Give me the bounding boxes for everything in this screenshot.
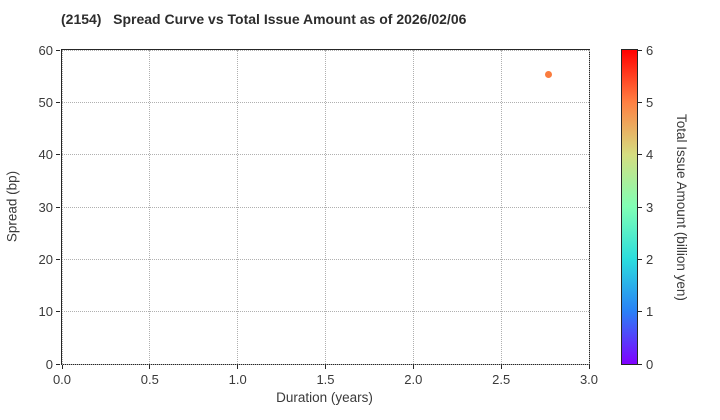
colorbar-tick-label: 2 [646,251,654,267]
colorbar-tick-mark [638,49,642,51]
y-tick-label: 0 [45,356,53,372]
colorbar-tick-mark [638,311,642,313]
x-tick-label: 3.0 [579,372,599,387]
y-gridline [62,311,589,313]
x-tick-label: 0.5 [140,372,159,387]
y-axis-label: Spread (bp) [4,170,20,243]
colorbar-label: Total Issue Amount (billion yen) [674,113,689,301]
y-gridline [62,206,589,208]
y-tick-label: 10 [38,304,53,320]
x-tick-label: 1.5 [316,372,335,387]
chart-title: (2154) Spread Curve vs Total Issue Amoun… [61,11,467,27]
y-tick-mark [56,206,60,208]
y-tick-mark [56,154,60,156]
x-gridline [588,50,590,364]
colorbar-tick-label: 6 [646,42,654,58]
colorbar-tick-mark [638,154,642,156]
y-tick-mark [56,101,60,103]
y-gridline [62,258,589,260]
data-point [545,70,553,78]
x-tick-label: 2.5 [492,372,511,387]
colorbar-tick-label: 5 [646,94,654,110]
x-tick-mark [237,365,239,369]
colorbar-tick-label: 4 [646,147,654,163]
y-gridline [62,363,589,365]
x-tick-mark [149,365,151,369]
colorbar: 0 1 2 3 4 5 6 [621,43,653,372]
x-tick-label: 1.0 [228,372,247,387]
y-tick-mark [56,258,60,260]
colorbar-tick-mark [638,363,642,365]
x-tick-mark [588,365,590,369]
y-tick-mark [56,363,60,365]
y-gridline [62,101,589,103]
x-tick-label: 0.0 [52,372,72,387]
x-tick-mark [412,365,414,369]
colorbar-tick-label: 3 [646,199,654,215]
y-tick-label: 50 [38,94,53,110]
y-gridline [62,49,589,51]
colorbar-tick-mark [638,258,642,260]
y-gridline [62,154,589,156]
colorbar-tick-label: 0 [646,356,654,372]
colorbar-tick-mark [638,206,642,208]
x-tick-label: 2.0 [404,372,423,387]
x-tick-mark [61,365,63,369]
colorbar-tick-mark [638,101,642,103]
plot-area: 0.0 0.5 1.0 1.5 2.0 2.5 3.0 0 10 20 30 40 50 60 [39,43,599,388]
y-tick-label: 40 [38,147,53,163]
y-tick-label: 60 [38,42,53,58]
y-tick-label: 20 [38,251,53,267]
colorbar-tick-label: 1 [646,304,654,320]
x-tick-mark [325,365,326,369]
y-tick-mark [56,49,60,51]
x-tick-mark [500,365,502,369]
y-tick-mark [56,311,60,313]
y-tick-label: 30 [38,199,53,215]
x-axis-label: Duration (years) [276,390,373,405]
